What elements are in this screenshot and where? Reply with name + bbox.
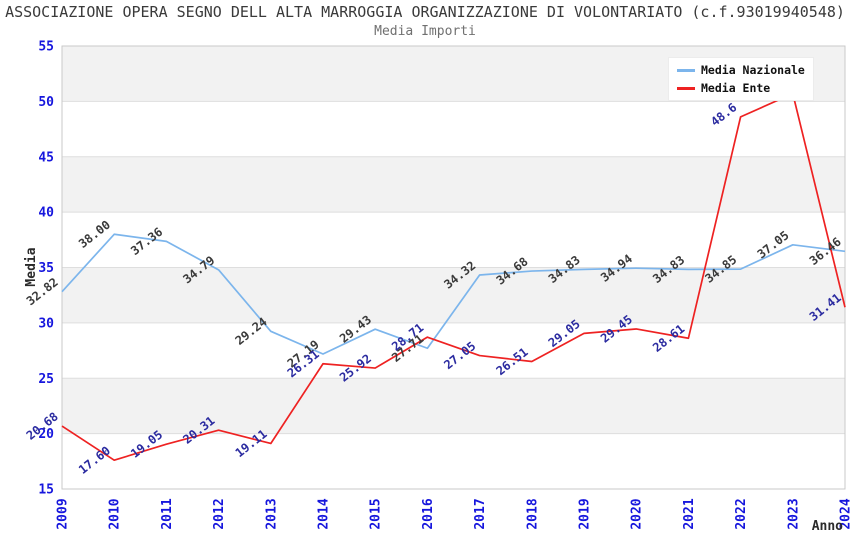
x-tick-label: 2017 <box>473 498 488 529</box>
x-tick-label: 2009 <box>56 498 71 529</box>
x-tick-label: 2019 <box>578 498 593 529</box>
plot-band <box>62 156 845 213</box>
point-label-media-ente: 17.60 <box>76 444 113 477</box>
x-tick-label: 2011 <box>160 498 175 529</box>
x-tick-label: 2015 <box>369 498 384 529</box>
point-label-media-ente: 28.61 <box>650 322 687 355</box>
point-label-media-nazionale: 37.36 <box>128 225 165 258</box>
x-tick-label: 2021 <box>682 498 697 529</box>
x-axis-title: Anno <box>812 519 843 534</box>
legend-item-media-ente[interactable]: Media Ente <box>677 81 805 95</box>
y-tick-label: 30 <box>38 316 54 331</box>
plot-band <box>62 378 845 434</box>
y-tick-label: 20 <box>38 427 54 442</box>
x-tick-label: 2012 <box>212 498 227 529</box>
series-line-media-nazionale <box>61 233 846 355</box>
point-label-media-ente: 48.6 <box>708 100 739 129</box>
x-tick-label: 2010 <box>108 498 123 529</box>
x-tick-label: 2018 <box>525 498 540 529</box>
legend-item-media-nazionale[interactable]: Media Nazionale <box>677 63 805 77</box>
y-tick-label: 40 <box>38 206 54 221</box>
x-tick-label: 2016 <box>421 498 436 529</box>
x-tick-label: 2013 <box>264 498 279 529</box>
point-label-media-nazionale: 37.05 <box>755 228 792 261</box>
x-tick-label: 2022 <box>734 498 749 529</box>
legend: Media Nazionale Media Ente <box>668 57 814 101</box>
y-tick-label: 45 <box>38 150 54 165</box>
y-axis-title: Media <box>24 247 39 286</box>
y-tick-label: 25 <box>38 372 54 387</box>
x-tick-label: 2020 <box>630 498 645 529</box>
chart-title: ASSOCIAZIONE OPERA SEGNO DELL ALTA MARRO… <box>5 3 845 21</box>
y-tick-label: 50 <box>38 95 54 110</box>
plot-band <box>62 267 845 323</box>
point-label-media-nazionale: 38.00 <box>76 218 113 251</box>
legend-label-media-ente: Media Ente <box>701 81 771 95</box>
series-line-media-ente <box>61 92 846 462</box>
chart-subtitle: Media Importi <box>374 24 476 39</box>
x-tick-label: 2024 <box>839 498 850 529</box>
x-tick-label: 2014 <box>317 498 332 529</box>
y-tick-label: 55 <box>38 40 54 55</box>
x-tick-label: 2023 <box>786 498 801 529</box>
y-tick-label: 35 <box>38 261 54 276</box>
line-swatch-media-nazionale <box>677 68 695 72</box>
legend-label-media-nazionale: Media Nazionale <box>701 63 805 77</box>
y-tick-label: 15 <box>38 483 54 498</box>
plot-border <box>61 45 846 490</box>
line-swatch-media-ente <box>677 86 695 90</box>
